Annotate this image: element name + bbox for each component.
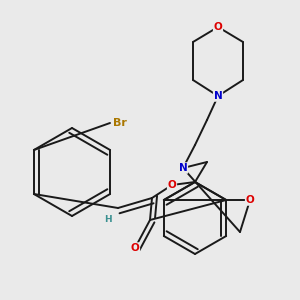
Text: O: O xyxy=(246,195,254,205)
Text: O: O xyxy=(168,180,176,190)
Text: N: N xyxy=(178,163,188,173)
Text: O: O xyxy=(214,22,222,32)
Text: O: O xyxy=(130,243,140,253)
Text: N: N xyxy=(214,91,222,101)
Text: H: H xyxy=(104,215,112,224)
Text: Br: Br xyxy=(113,118,127,128)
